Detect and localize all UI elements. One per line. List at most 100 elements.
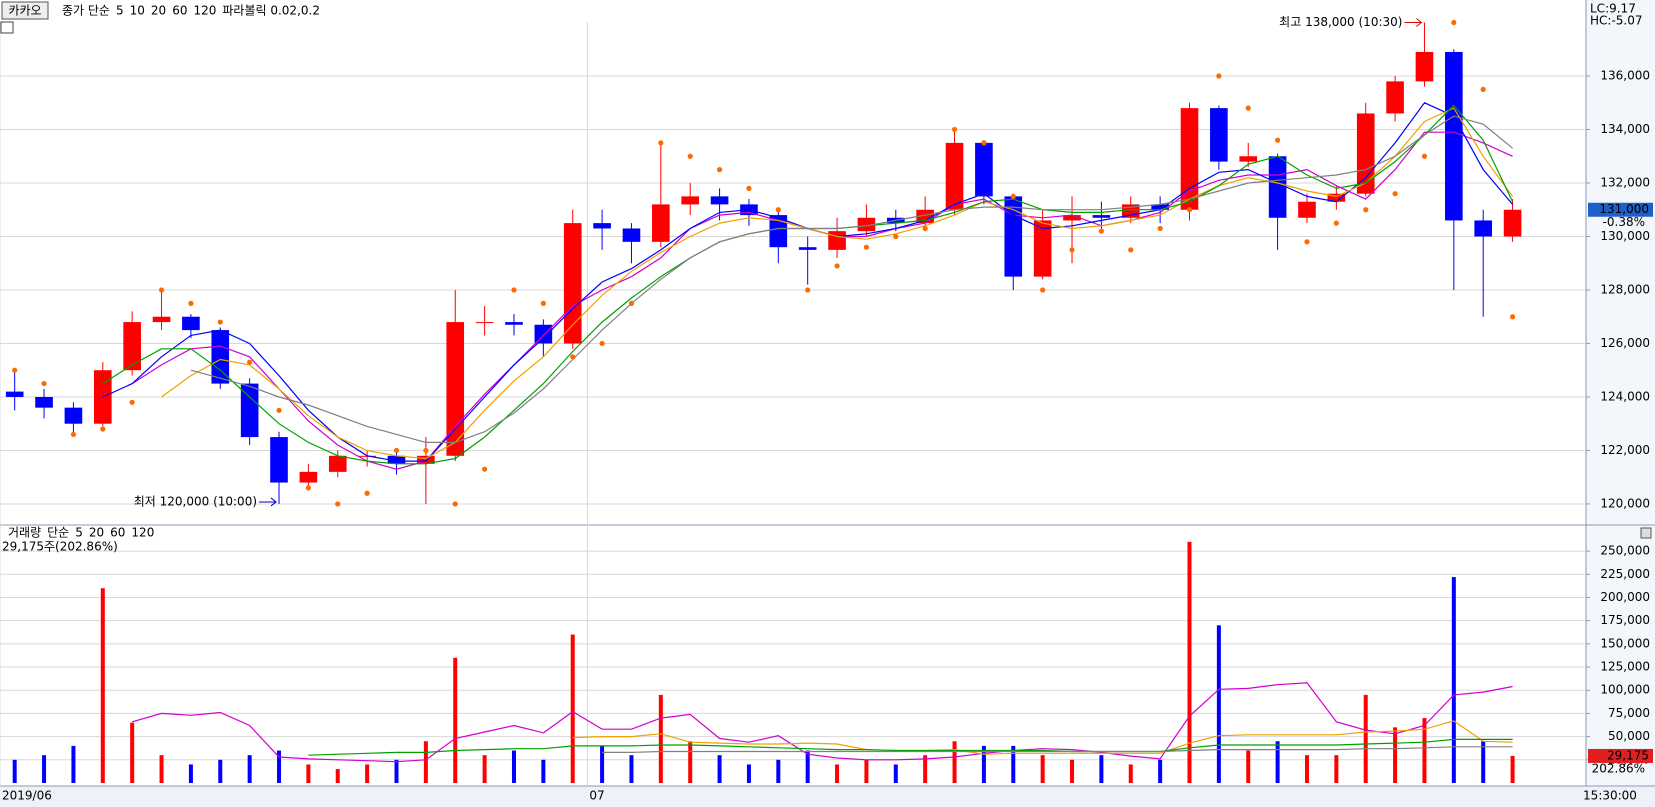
volume-bar (658, 694, 663, 783)
sar-dot (129, 399, 135, 405)
current-volume-badge (1588, 748, 1653, 763)
grid-icon[interactable] (0, 21, 14, 34)
sar-dot (687, 153, 693, 159)
sar-dot (1304, 239, 1310, 245)
candle-body (1033, 220, 1052, 277)
candle-body (622, 228, 641, 242)
volume-bar (12, 759, 17, 783)
ma-line (190, 115, 1513, 443)
sar-dot (188, 300, 194, 306)
volume-bar (1099, 755, 1104, 783)
sar-dot (1363, 207, 1369, 213)
volume-bar (423, 741, 428, 783)
current-price: 131,000 (1599, 202, 1649, 216)
volume-bar (805, 750, 810, 783)
sar-dot (1275, 137, 1281, 143)
candle-body (387, 455, 406, 464)
volume-bar (717, 755, 722, 783)
sar-dot (1186, 207, 1193, 213)
volume-bar (1334, 755, 1339, 783)
volume-bar (394, 759, 399, 783)
close-icon[interactable] (1640, 527, 1652, 539)
high-annotation: 최고 138,000 (10:30) (1279, 15, 1402, 29)
volume-bar (1451, 577, 1456, 783)
ma-line (161, 107, 1514, 460)
sar-dot (746, 185, 752, 191)
volume-bar (600, 745, 605, 783)
y-tick-label: 50,000 (1608, 729, 1650, 743)
candle-body (828, 231, 846, 250)
candle-body (1092, 215, 1111, 218)
candle-body (328, 455, 347, 472)
y-tick-label: 122,000 (1600, 443, 1650, 457)
legend-entry: 거래량 (8, 526, 41, 540)
volume-bar (188, 764, 193, 783)
candle-body (1180, 108, 1199, 210)
stock-name[interactable]: 카카오 (8, 4, 41, 18)
candle-body (681, 196, 700, 205)
sar-dot (658, 140, 664, 146)
y-tick-label: 100,000 (1600, 683, 1650, 697)
candle-body (769, 215, 788, 248)
candle-body (1474, 220, 1493, 237)
sar-dot (1245, 105, 1251, 111)
volume-bar (893, 764, 898, 783)
hc-label: HC:-5.07 (1590, 14, 1643, 28)
y-tick-label: 150,000 (1600, 636, 1650, 650)
candle-body (1445, 51, 1463, 221)
legend-entry: 20 (89, 526, 104, 540)
candle-body (1268, 156, 1287, 218)
sar-dot (1069, 247, 1075, 253)
legend-entry: 60 (172, 4, 187, 18)
candle-body (299, 471, 318, 483)
volume-bar (130, 722, 135, 783)
volume-bar (42, 755, 47, 783)
volume-bar (1393, 727, 1398, 783)
volume-bar (453, 657, 458, 783)
sar-dot (1216, 73, 1222, 79)
sar-dot (1509, 314, 1516, 320)
sar-dot (364, 490, 370, 496)
sar-dot (41, 380, 47, 387)
lc-label: LC:9.17 (1590, 2, 1636, 16)
candle-body (857, 217, 876, 232)
stock-name-box[interactable] (1, 1, 49, 20)
sar-dot (540, 300, 546, 306)
sar-dot (1098, 228, 1104, 234)
legend-entry: 120 (193, 4, 216, 18)
sar-dot (158, 287, 165, 293)
candle-body (798, 247, 817, 250)
volume-bar (482, 755, 487, 783)
volume-ma-line (572, 720, 1513, 755)
volume-bar (218, 759, 223, 783)
change-label: -0.38% (1603, 215, 1645, 229)
sar-dot (863, 244, 870, 250)
volume-ma-line (308, 738, 1513, 756)
volume-ma-line (132, 682, 1513, 763)
candle-body (64, 407, 83, 424)
volume-bar (746, 764, 751, 783)
sar-dot (834, 263, 840, 269)
sar-dot (922, 225, 928, 232)
volume-bar (1481, 741, 1486, 783)
candle-body (1386, 81, 1404, 114)
volume-bar (541, 759, 546, 783)
ratio-label: 202.86% (1592, 761, 1645, 775)
volume-bar (776, 759, 781, 783)
sar-dot (217, 319, 223, 325)
candle-body (1298, 201, 1316, 218)
candle-body (152, 316, 171, 323)
volume-bar (71, 745, 76, 783)
y-tick-label: 250,000 (1600, 544, 1650, 558)
volume-bar (1070, 759, 1075, 783)
axis-panel (1586, 0, 1655, 807)
sar-dot (423, 447, 429, 454)
sar-dot (1128, 247, 1134, 253)
date-axis (0, 786, 1655, 807)
candle-body (975, 142, 993, 197)
sar-dot (100, 426, 106, 432)
volume-bar (1422, 718, 1427, 783)
y-tick-label: 124,000 (1600, 389, 1650, 403)
